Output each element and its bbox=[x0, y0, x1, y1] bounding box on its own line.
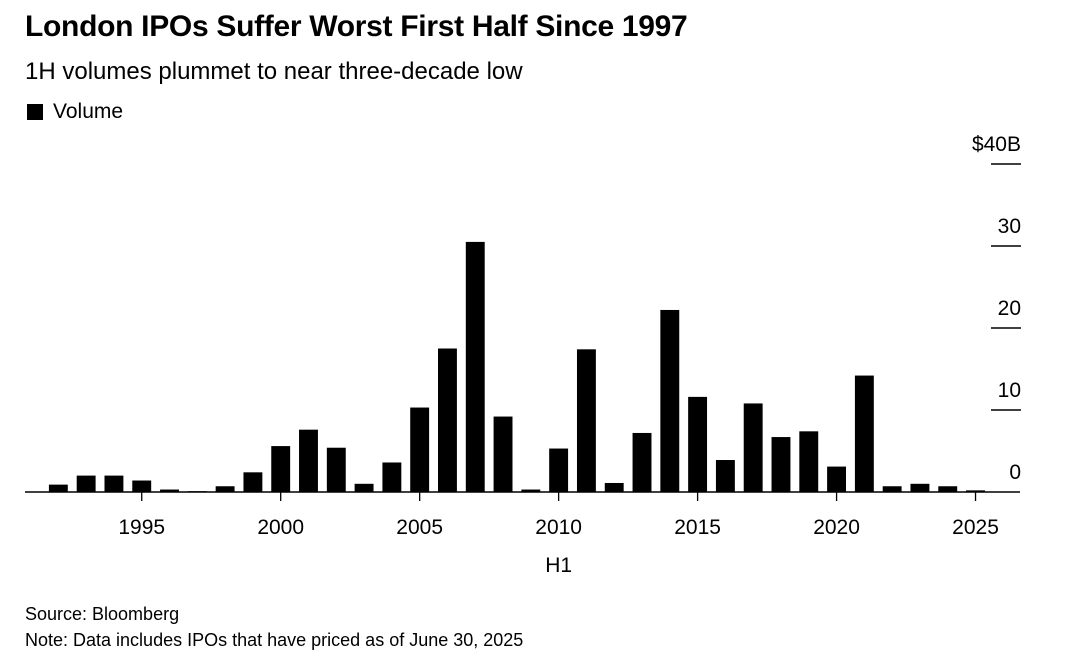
bar-2011 bbox=[576, 349, 596, 492]
x-axis: 1995 2000 2005 2010 2015 2020 2025 H1 bbox=[25, 491, 1020, 577]
bar-2007 bbox=[465, 241, 485, 492]
legend-swatch-volume bbox=[27, 104, 43, 120]
bar-2003 bbox=[354, 483, 374, 492]
y-tick-label-40: $40B bbox=[972, 133, 1021, 156]
bar-2013 bbox=[632, 432, 652, 492]
bar-1999 bbox=[243, 472, 263, 492]
bar-2024 bbox=[938, 486, 958, 492]
x-tick-label-2015: 2015 bbox=[674, 516, 721, 539]
chart-title: London IPOs Suffer Worst First Half Sinc… bbox=[25, 10, 688, 43]
bar-2017 bbox=[743, 403, 763, 492]
bar-2012 bbox=[604, 482, 624, 492]
bars-group bbox=[48, 241, 985, 492]
data-note: Note: Data includes IPOs that have price… bbox=[25, 630, 524, 650]
x-axis-label: H1 bbox=[545, 554, 572, 577]
bar-2018 bbox=[771, 437, 791, 492]
y-tick-label-20: 20 bbox=[998, 297, 1021, 320]
y-tick-label-30: 30 bbox=[998, 215, 1021, 238]
chart-subtitle: 1H volumes plummet to near three-decade … bbox=[25, 58, 523, 85]
x-tick-label-2005: 2005 bbox=[396, 516, 443, 539]
bar-1994 bbox=[104, 475, 124, 492]
bar-2015 bbox=[688, 396, 708, 492]
bar-1993 bbox=[76, 475, 96, 492]
bar-chart: 0 10 20 30 $40B 1995 2000 2005 2010 2015 2020 2025… bbox=[25, 133, 1021, 577]
bar-2014 bbox=[660, 309, 680, 492]
x-tick-label-2000: 2000 bbox=[257, 516, 304, 539]
bar-2000 bbox=[271, 446, 291, 492]
bar-2004 bbox=[382, 462, 402, 492]
y-tick-label-0: 0 bbox=[1009, 461, 1021, 484]
x-tick-label-2025: 2025 bbox=[952, 516, 999, 539]
legend: Volume bbox=[27, 100, 123, 124]
bar-2023 bbox=[910, 483, 930, 492]
y-tick-label-10: 10 bbox=[998, 379, 1021, 402]
bar-2006 bbox=[438, 348, 457, 492]
bar-2021 bbox=[854, 375, 874, 492]
legend-label-volume: Volume bbox=[53, 100, 124, 123]
bar-1998 bbox=[215, 486, 235, 492]
bar-1996 bbox=[160, 489, 179, 492]
bar-2022 bbox=[882, 486, 902, 492]
x-tick-label-2020: 2020 bbox=[813, 516, 860, 539]
bar-2009 bbox=[521, 489, 541, 492]
bar-2008 bbox=[493, 416, 513, 492]
source-note: Source: Bloomberg bbox=[25, 604, 180, 624]
bar-2016 bbox=[715, 460, 735, 492]
bar-1995 bbox=[132, 480, 152, 492]
bar-2019 bbox=[799, 431, 819, 492]
bar-2010 bbox=[549, 448, 569, 492]
y-axis: 0 10 20 30 $40B bbox=[972, 133, 1021, 484]
bar-2002 bbox=[326, 447, 346, 492]
bar-2025 bbox=[966, 490, 985, 492]
x-tick-label-1995: 1995 bbox=[118, 516, 165, 539]
bar-2005 bbox=[410, 407, 430, 492]
x-tick-label-2010: 2010 bbox=[535, 516, 582, 539]
bar-2001 bbox=[299, 429, 318, 492]
bar-1992 bbox=[48, 484, 68, 492]
bar-2020 bbox=[827, 466, 847, 492]
